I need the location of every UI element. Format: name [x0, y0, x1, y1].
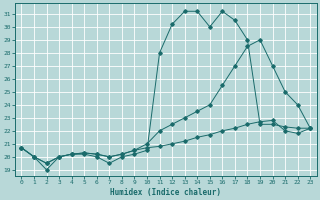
X-axis label: Humidex (Indice chaleur): Humidex (Indice chaleur) [110, 188, 221, 197]
